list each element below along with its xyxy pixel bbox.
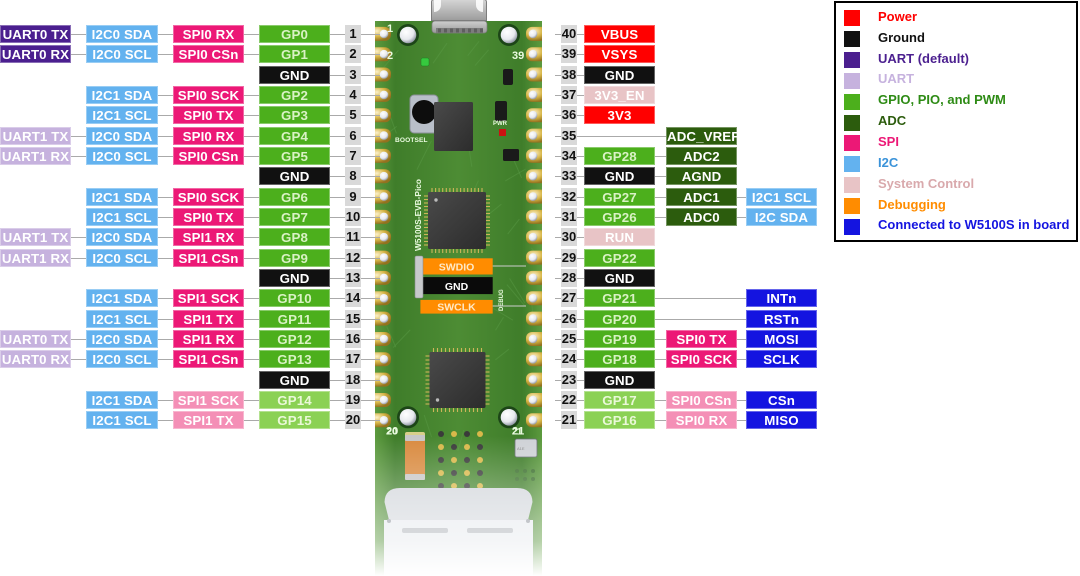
svg-text:GND: GND — [445, 281, 469, 293]
svg-text:SWDIO: SWDIO — [439, 261, 475, 273]
svg-text:W5100S-EVB-Pico: W5100S-EVB-Pico — [413, 179, 423, 251]
svg-text:SWCLK: SWCLK — [437, 301, 476, 313]
svg-text:20: 20 — [386, 425, 398, 437]
svg-text:1: 1 — [387, 23, 393, 35]
svg-text:21: 21 — [512, 425, 524, 437]
svg-text:DEBUG: DEBUG — [499, 289, 505, 311]
svg-text:39: 39 — [512, 50, 524, 62]
svg-text:PWR: PWR — [493, 121, 508, 127]
svg-text:2: 2 — [387, 50, 393, 62]
svg-text:BOOTSEL: BOOTSEL — [395, 137, 428, 144]
